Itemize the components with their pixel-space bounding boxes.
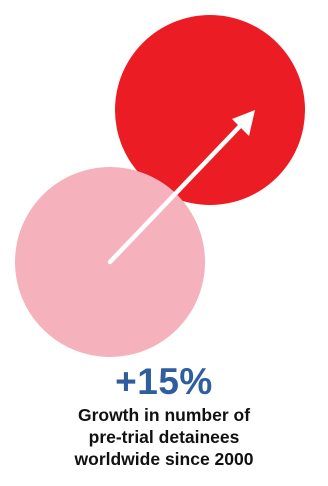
stat-value: +15% [115, 361, 213, 402]
stat-caption: Growth in number of pre-trial detainees … [64, 404, 264, 470]
stat-block: +15% Growth in number of pre-trial detai… [0, 362, 328, 470]
stat-caption-line: pre-trial detainees [88, 427, 240, 447]
growth-circles-icon [15, 15, 305, 357]
growth-arrow-icon [107, 110, 255, 265]
stat-caption-line: worldwide since 2000 [74, 449, 254, 469]
stat-caption-line: Growth in number of [77, 405, 251, 425]
large-red-circle [115, 15, 305, 205]
